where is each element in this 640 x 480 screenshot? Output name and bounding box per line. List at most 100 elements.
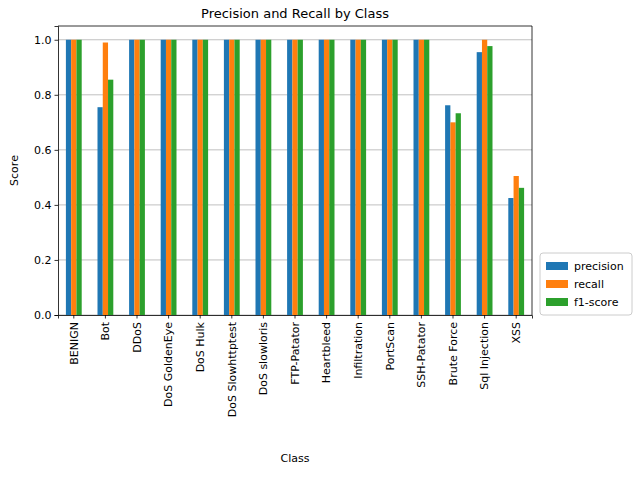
chart: 0.00.20.40.60.81.0BENIGNBotDDoSDoS Golde… (0, 0, 640, 480)
tick: BENIGN (68, 315, 81, 365)
tick: Heartbleed (320, 315, 333, 383)
bar (419, 40, 424, 315)
bar (387, 40, 392, 315)
tick-label: DoS Slowhttptest (226, 321, 239, 417)
y-axis: 0.00.20.40.60.81.0 (34, 27, 59, 323)
frame (58, 26, 532, 27)
tick: 0.2 (34, 254, 58, 267)
legend-item: f1-score (546, 296, 619, 309)
frame (532, 26, 533, 315)
tick-mark (200, 315, 201, 319)
legend-item: recall (546, 278, 604, 291)
bar (234, 40, 239, 315)
bar (445, 105, 450, 315)
bar (487, 46, 492, 315)
tick-mark (231, 315, 232, 319)
tick: Sql Injection (478, 315, 491, 390)
tick-mark (168, 315, 169, 319)
bar (477, 52, 482, 315)
tick-label: Brute Force (447, 322, 460, 386)
bar (450, 122, 455, 315)
tick-label: SSH-Patator (415, 322, 428, 388)
tick-mark (358, 315, 359, 319)
bar (356, 40, 361, 315)
tick-label: Bot (99, 321, 112, 340)
bar (76, 40, 81, 315)
axis-line (55, 27, 59, 316)
bar (424, 40, 429, 315)
y-axis-title: Score (8, 155, 21, 186)
tick: DoS Slowhttptest (226, 315, 239, 417)
tick-label: PortScan (384, 322, 397, 371)
x-axis: BENIGN Bot DDoS DoS GoldenEye DoS Hulk DoS Sl… (59, 315, 533, 417)
bar (266, 40, 271, 315)
bar (414, 40, 419, 315)
bar (103, 43, 108, 315)
tick-label: DoS Hulk (194, 321, 207, 372)
tick: SSH-Patator (415, 315, 428, 388)
tick-mark (137, 315, 138, 319)
plot-area: 0.00.20.40.60.81.0BENIGNBotDDoSDoS Golde… (34, 26, 533, 417)
grid (58, 40, 532, 315)
tick: FTP-Patator (289, 315, 302, 385)
tick: Infiltration (352, 315, 365, 379)
tick-label: DoS GoldenEye (162, 322, 175, 407)
tick-label: DDoS (131, 322, 144, 353)
bar (224, 40, 229, 315)
tick-label: FTP-Patator (289, 322, 302, 385)
tick-mark (389, 315, 390, 319)
legend-swatch (546, 298, 568, 306)
tick-label: 0.2 (34, 254, 52, 267)
x-axis-title: Class (281, 452, 310, 465)
tick: 0.0 (34, 309, 58, 322)
tick-label: BENIGN (68, 322, 81, 365)
tick: PortScan (384, 315, 397, 371)
tick-mark (263, 315, 264, 319)
tick-mark (55, 95, 59, 96)
tick-mark (55, 260, 59, 261)
tick-mark (295, 315, 296, 319)
bar (203, 40, 208, 315)
tick-label: Heartbleed (320, 322, 333, 383)
tick-mark (55, 150, 59, 151)
legend-label: precision (574, 260, 624, 273)
bar (198, 40, 203, 315)
bar (514, 176, 519, 315)
bar (98, 107, 103, 315)
legend-box (540, 253, 632, 315)
bar (392, 40, 397, 315)
tick-label: 0.8 (34, 89, 52, 102)
legend-label: recall (574, 278, 604, 291)
tick: 0.8 (34, 89, 58, 102)
bar-series (71, 40, 519, 315)
bar (71, 40, 76, 315)
bar (161, 40, 166, 315)
tick: 1.0 (34, 34, 58, 47)
tick-label: 1.0 (34, 34, 52, 47)
tick-mark (105, 315, 106, 319)
tick: DoS GoldenEye (162, 315, 175, 407)
tick: 0.6 (34, 144, 58, 157)
tick: DDoS (131, 315, 144, 353)
bar (229, 40, 234, 315)
bar (129, 40, 134, 315)
bar (134, 40, 139, 315)
tick-label: 0.0 (34, 309, 52, 322)
title: Precision and Recall by Class (201, 6, 389, 21)
bar (519, 188, 524, 315)
tick-mark (453, 315, 454, 319)
tick-mark (326, 315, 327, 319)
tick-mark (516, 315, 517, 319)
tick: Bot (99, 315, 112, 341)
tick-mark (421, 315, 422, 319)
tick: DoS slowloris (257, 315, 270, 395)
bar-series (66, 40, 514, 315)
bar (382, 40, 387, 315)
tick-mark (55, 205, 59, 206)
bar-series (76, 40, 524, 315)
bar (456, 113, 461, 315)
bar (350, 40, 355, 315)
tick-mark (55, 315, 59, 316)
legend-label: f1-score (574, 296, 619, 309)
tick-mark (55, 40, 59, 41)
